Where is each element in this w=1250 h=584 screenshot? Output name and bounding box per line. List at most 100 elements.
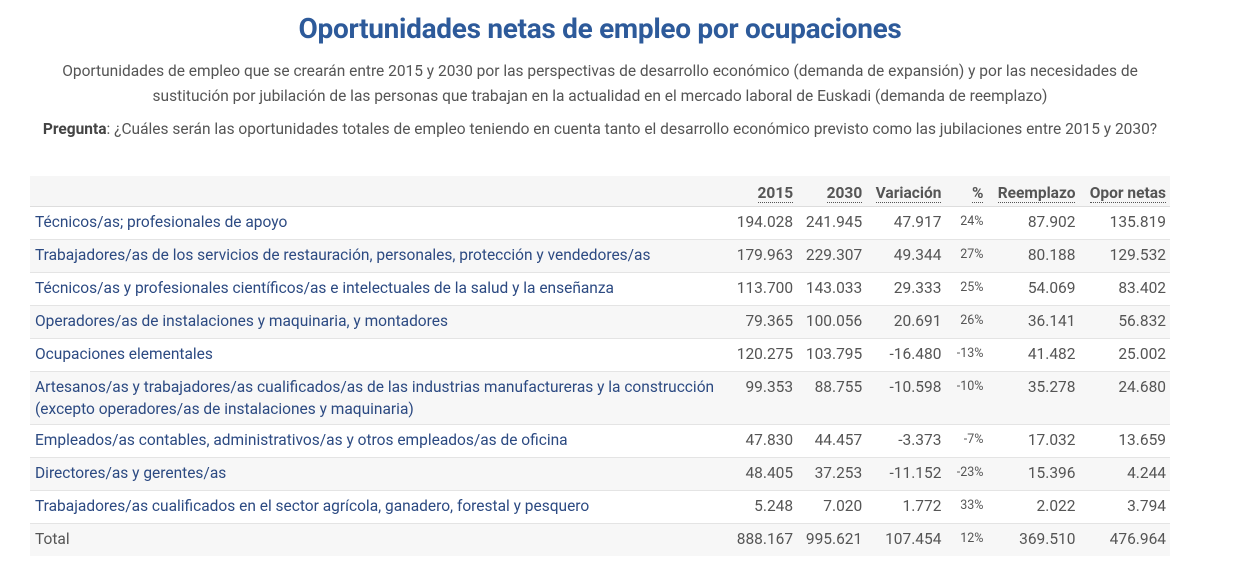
- question: Pregunta: ¿Cuáles serán las oportunidade…: [40, 117, 1160, 142]
- cell: 1.772: [866, 490, 946, 524]
- column-header-text: 2030: [826, 184, 863, 203]
- cell: -10%: [945, 371, 988, 425]
- question-text: : ¿Cuáles serán las oportunidades totale…: [106, 120, 1158, 138]
- cell: 80.188: [987, 239, 1080, 273]
- column-header: Variación: [866, 176, 946, 207]
- cell: 13.659: [1079, 424, 1170, 458]
- cell: -10.598: [866, 371, 946, 425]
- cell: 83.402: [1079, 272, 1170, 306]
- cell: 17.032: [987, 424, 1080, 458]
- cell: 27%: [945, 239, 988, 273]
- row-label: Empleados/as contables, administrativos/…: [30, 424, 728, 458]
- column-header-text: %: [971, 184, 984, 203]
- cell: 56.832: [1079, 305, 1170, 339]
- cell: 129.532: [1079, 239, 1170, 273]
- column-header: Opor netas: [1079, 176, 1170, 207]
- column-header: 2015: [728, 176, 798, 207]
- table-row: Ocupaciones elementales 120.275 103.795 -16…: [30, 338, 1170, 372]
- cell: 79.365: [728, 305, 798, 339]
- question-label: Pregunta: [42, 120, 107, 138]
- cell: 20.691: [866, 305, 946, 339]
- cell: 143.033: [797, 272, 867, 306]
- row-label: Trabajadores/as cualificados en el secto…: [30, 490, 728, 524]
- cell: 888.167: [728, 523, 798, 556]
- cell: 88.755: [797, 371, 867, 425]
- cell: 15.396: [987, 457, 1080, 491]
- cell: 103.795: [797, 338, 867, 372]
- column-header: 2030: [797, 176, 867, 207]
- total-row: Total 888.167 995.621 107.454 12% 369.510 476.…: [30, 523, 1170, 556]
- cell: 369.510: [987, 523, 1080, 556]
- table-row: Directores/as y gerentes/as 48.405 37.253 -…: [30, 457, 1170, 491]
- cell: 179.963: [728, 239, 798, 273]
- table-row: Operadores/as de instalaciones y maquina…: [30, 305, 1170, 339]
- cell: 2.022: [987, 490, 1080, 524]
- cell: 120.275: [728, 338, 798, 372]
- column-header-text: Opor netas: [1089, 184, 1166, 203]
- column-header-text: Variación: [875, 184, 942, 203]
- header-row: 2015 2030 Variación% Reemplazo Opor netas: [30, 176, 1170, 207]
- cell: 29.333: [866, 272, 946, 306]
- cell: 995.621: [797, 523, 867, 556]
- cell: 47.917: [866, 206, 946, 240]
- cell: 37.253: [797, 457, 867, 491]
- row-label: Operadores/as de instalaciones y maquina…: [30, 305, 728, 339]
- cell: 44.457: [797, 424, 867, 458]
- cell: 476.964: [1079, 523, 1170, 556]
- cell: 54.069: [987, 272, 1080, 306]
- subtitle: Oportunidades de empleo que se crearán e…: [62, 62, 1138, 105]
- row-label: Ocupaciones elementales: [30, 338, 728, 372]
- cell: 33%: [945, 490, 988, 524]
- cell: 7.020: [797, 490, 867, 524]
- cell: 49.344: [866, 239, 946, 273]
- row-label: Técnicos/as y profesionales científicos/…: [30, 272, 728, 306]
- cell: 241.945: [797, 206, 867, 240]
- cell: 47.830: [728, 424, 798, 458]
- table-row: Técnicos/as; profesionales de apoyo 194.0…: [30, 206, 1170, 240]
- cell: -3.373: [866, 424, 946, 458]
- row-label: Artesanos/as y trabajadores/as cualifica…: [30, 371, 728, 425]
- cell: 25%: [945, 272, 988, 306]
- cell: 35.278: [987, 371, 1080, 425]
- column-header: %: [945, 176, 988, 207]
- table-row: Trabajadores/as de los servicios de rest…: [30, 239, 1170, 273]
- cell: -23%: [945, 457, 988, 491]
- title: Oportunidades netas de empleo por ocupac…: [298, 12, 902, 45]
- cell: 99.353: [728, 371, 798, 425]
- cell: 12%: [945, 523, 988, 556]
- table-head: 2015 2030 Variación% Reemplazo Opor netas: [30, 176, 1170, 207]
- table-body: Técnicos/as; profesionales de apoyo 194.0…: [30, 206, 1170, 556]
- cell: 194.028: [728, 206, 798, 240]
- cell: 5.248: [728, 490, 798, 524]
- cell: 229.307: [797, 239, 867, 273]
- cell: 26%: [945, 305, 988, 339]
- cell: 135.819: [1079, 206, 1170, 240]
- cell: 100.056: [797, 305, 867, 339]
- cell: 48.405: [728, 457, 798, 491]
- cell: 24.680: [1079, 371, 1170, 425]
- header-cell: [30, 176, 728, 207]
- row-label: Total: [30, 523, 728, 556]
- column-header-text: Reemplazo: [997, 184, 1076, 203]
- cell: -13%: [945, 338, 988, 372]
- data-table: 2015 2030 Variación% Reemplazo Opor netas Té…: [30, 176, 1170, 556]
- column-header: Reemplazo: [987, 176, 1080, 207]
- table-row: Empleados/as contables, administrativos/…: [30, 424, 1170, 458]
- cell: 107.454: [866, 523, 946, 556]
- cell: 25.002: [1079, 338, 1170, 372]
- table-row: Trabajadores/as cualificados en el secto…: [30, 490, 1170, 524]
- cell: 4.244: [1079, 457, 1170, 491]
- cell: 87.902: [987, 206, 1080, 240]
- row-label: Directores/as y gerentes/as: [30, 457, 728, 491]
- cell: 3.794: [1079, 490, 1170, 524]
- table-row: Técnicos/as y profesionales científicos/…: [30, 272, 1170, 306]
- cell: 24%: [945, 206, 988, 240]
- column-header-text: 2015: [757, 184, 794, 203]
- row-label: Trabajadores/as de los servicios de rest…: [30, 239, 728, 273]
- cell: -7%: [945, 424, 988, 458]
- cell: 113.700: [728, 272, 798, 306]
- cell: 36.141: [987, 305, 1080, 339]
